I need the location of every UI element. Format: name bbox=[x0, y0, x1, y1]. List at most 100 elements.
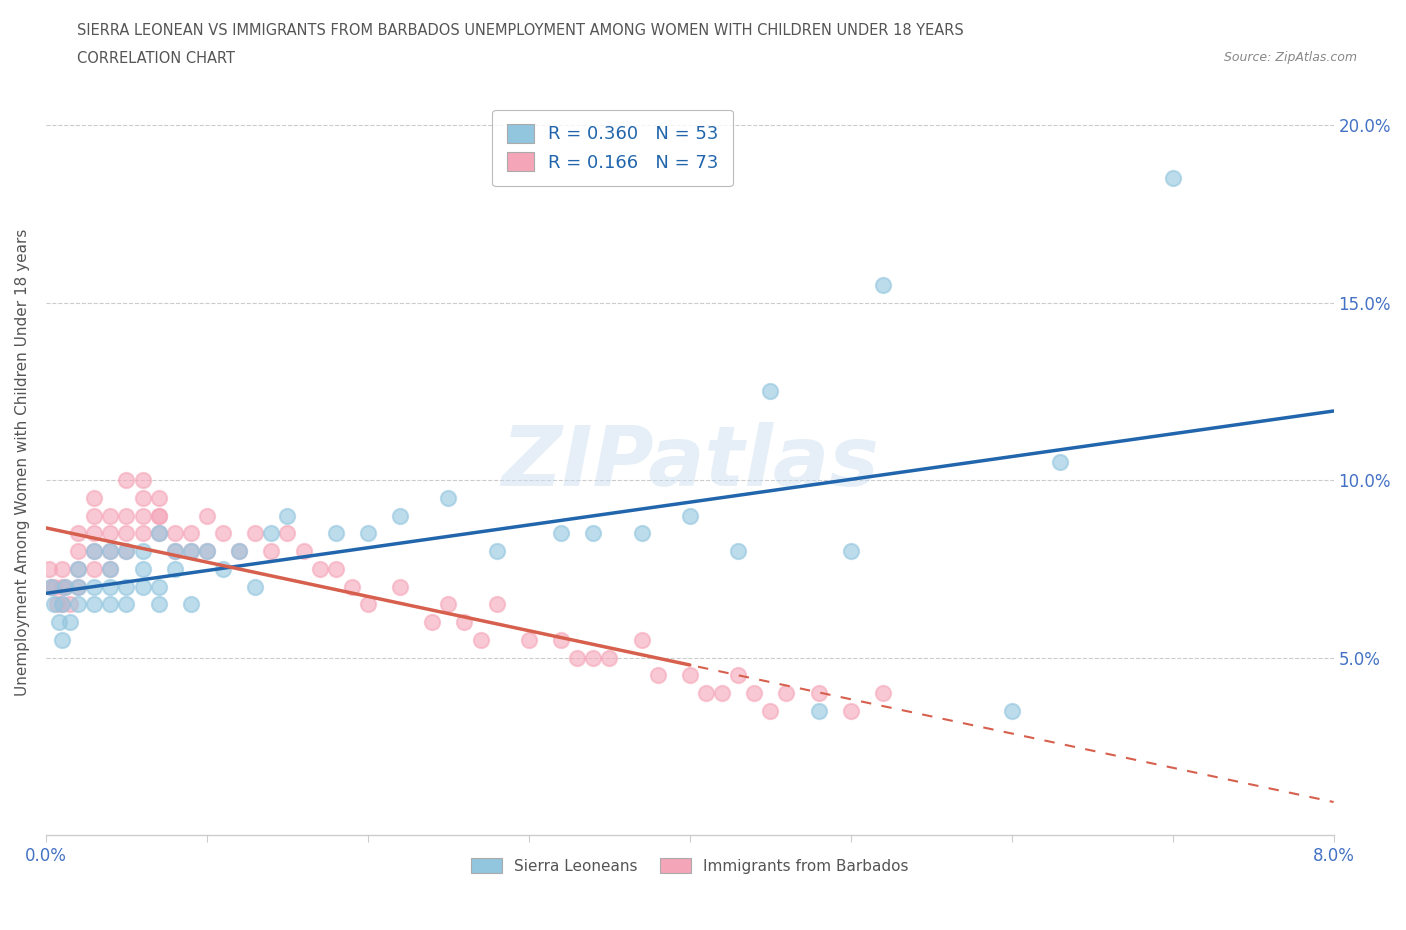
Point bbox=[115, 472, 138, 487]
Y-axis label: Unemployment Among Women with Children Under 18 years: Unemployment Among Women with Children U… bbox=[15, 229, 30, 696]
Point bbox=[131, 544, 153, 559]
Point bbox=[872, 685, 894, 700]
Point bbox=[39, 579, 62, 594]
Point bbox=[308, 562, 330, 577]
Point bbox=[131, 472, 153, 487]
Point bbox=[807, 685, 830, 700]
Legend: Sierra Leoneans, Immigrants from Barbados: Sierra Leoneans, Immigrants from Barbado… bbox=[465, 852, 915, 880]
Point bbox=[550, 632, 572, 647]
Point bbox=[389, 579, 412, 594]
Point bbox=[340, 579, 363, 594]
Point bbox=[67, 579, 90, 594]
Point bbox=[83, 597, 105, 612]
Point bbox=[357, 526, 380, 541]
Point bbox=[39, 579, 62, 594]
Point bbox=[83, 544, 105, 559]
Point bbox=[212, 562, 235, 577]
Point bbox=[228, 544, 250, 559]
Point bbox=[582, 650, 605, 665]
Point bbox=[711, 685, 734, 700]
Point bbox=[98, 544, 121, 559]
Point bbox=[51, 597, 73, 612]
Point bbox=[59, 615, 82, 630]
Point bbox=[131, 508, 153, 523]
Point bbox=[148, 508, 170, 523]
Point bbox=[115, 508, 138, 523]
Point bbox=[46, 597, 69, 612]
Point bbox=[180, 526, 202, 541]
Point bbox=[115, 526, 138, 541]
Point bbox=[679, 668, 702, 683]
Point bbox=[98, 544, 121, 559]
Point bbox=[872, 277, 894, 292]
Point bbox=[1049, 455, 1071, 470]
Point bbox=[470, 632, 492, 647]
Point bbox=[839, 704, 862, 719]
Point bbox=[67, 597, 90, 612]
Point bbox=[437, 490, 460, 505]
Point bbox=[163, 526, 186, 541]
Point bbox=[630, 632, 652, 647]
Point bbox=[180, 544, 202, 559]
Point bbox=[42, 579, 65, 594]
Point bbox=[775, 685, 797, 700]
Point bbox=[357, 597, 380, 612]
Point bbox=[212, 526, 235, 541]
Point bbox=[759, 704, 782, 719]
Point bbox=[325, 562, 347, 577]
Point bbox=[727, 668, 749, 683]
Point bbox=[148, 526, 170, 541]
Point bbox=[228, 544, 250, 559]
Point bbox=[292, 544, 315, 559]
Point bbox=[115, 544, 138, 559]
Point bbox=[727, 544, 749, 559]
Point bbox=[163, 544, 186, 559]
Point bbox=[647, 668, 669, 683]
Point bbox=[485, 544, 508, 559]
Point bbox=[83, 544, 105, 559]
Point bbox=[67, 544, 90, 559]
Text: CORRELATION CHART: CORRELATION CHART bbox=[77, 51, 235, 66]
Text: ZIPatlas: ZIPatlas bbox=[501, 422, 879, 503]
Point bbox=[51, 632, 73, 647]
Point bbox=[131, 562, 153, 577]
Point bbox=[38, 562, 60, 577]
Point bbox=[565, 650, 588, 665]
Point bbox=[83, 508, 105, 523]
Point bbox=[98, 597, 121, 612]
Point bbox=[131, 579, 153, 594]
Point bbox=[1161, 171, 1184, 186]
Point bbox=[83, 526, 105, 541]
Point bbox=[115, 544, 138, 559]
Point bbox=[67, 562, 90, 577]
Point bbox=[163, 544, 186, 559]
Point bbox=[51, 597, 73, 612]
Point bbox=[550, 526, 572, 541]
Point bbox=[195, 544, 218, 559]
Point bbox=[51, 562, 73, 577]
Point bbox=[131, 490, 153, 505]
Point bbox=[260, 526, 283, 541]
Point bbox=[42, 597, 65, 612]
Point bbox=[679, 508, 702, 523]
Point bbox=[260, 544, 283, 559]
Point bbox=[245, 579, 267, 594]
Point bbox=[807, 704, 830, 719]
Point bbox=[148, 508, 170, 523]
Point bbox=[98, 562, 121, 577]
Point bbox=[53, 579, 76, 594]
Point bbox=[48, 615, 70, 630]
Point bbox=[98, 562, 121, 577]
Point bbox=[51, 579, 73, 594]
Point bbox=[276, 508, 298, 523]
Point bbox=[83, 490, 105, 505]
Point bbox=[180, 597, 202, 612]
Point bbox=[839, 544, 862, 559]
Point bbox=[148, 526, 170, 541]
Point bbox=[163, 562, 186, 577]
Point bbox=[83, 562, 105, 577]
Point bbox=[148, 490, 170, 505]
Point bbox=[742, 685, 765, 700]
Point bbox=[115, 597, 138, 612]
Point bbox=[98, 508, 121, 523]
